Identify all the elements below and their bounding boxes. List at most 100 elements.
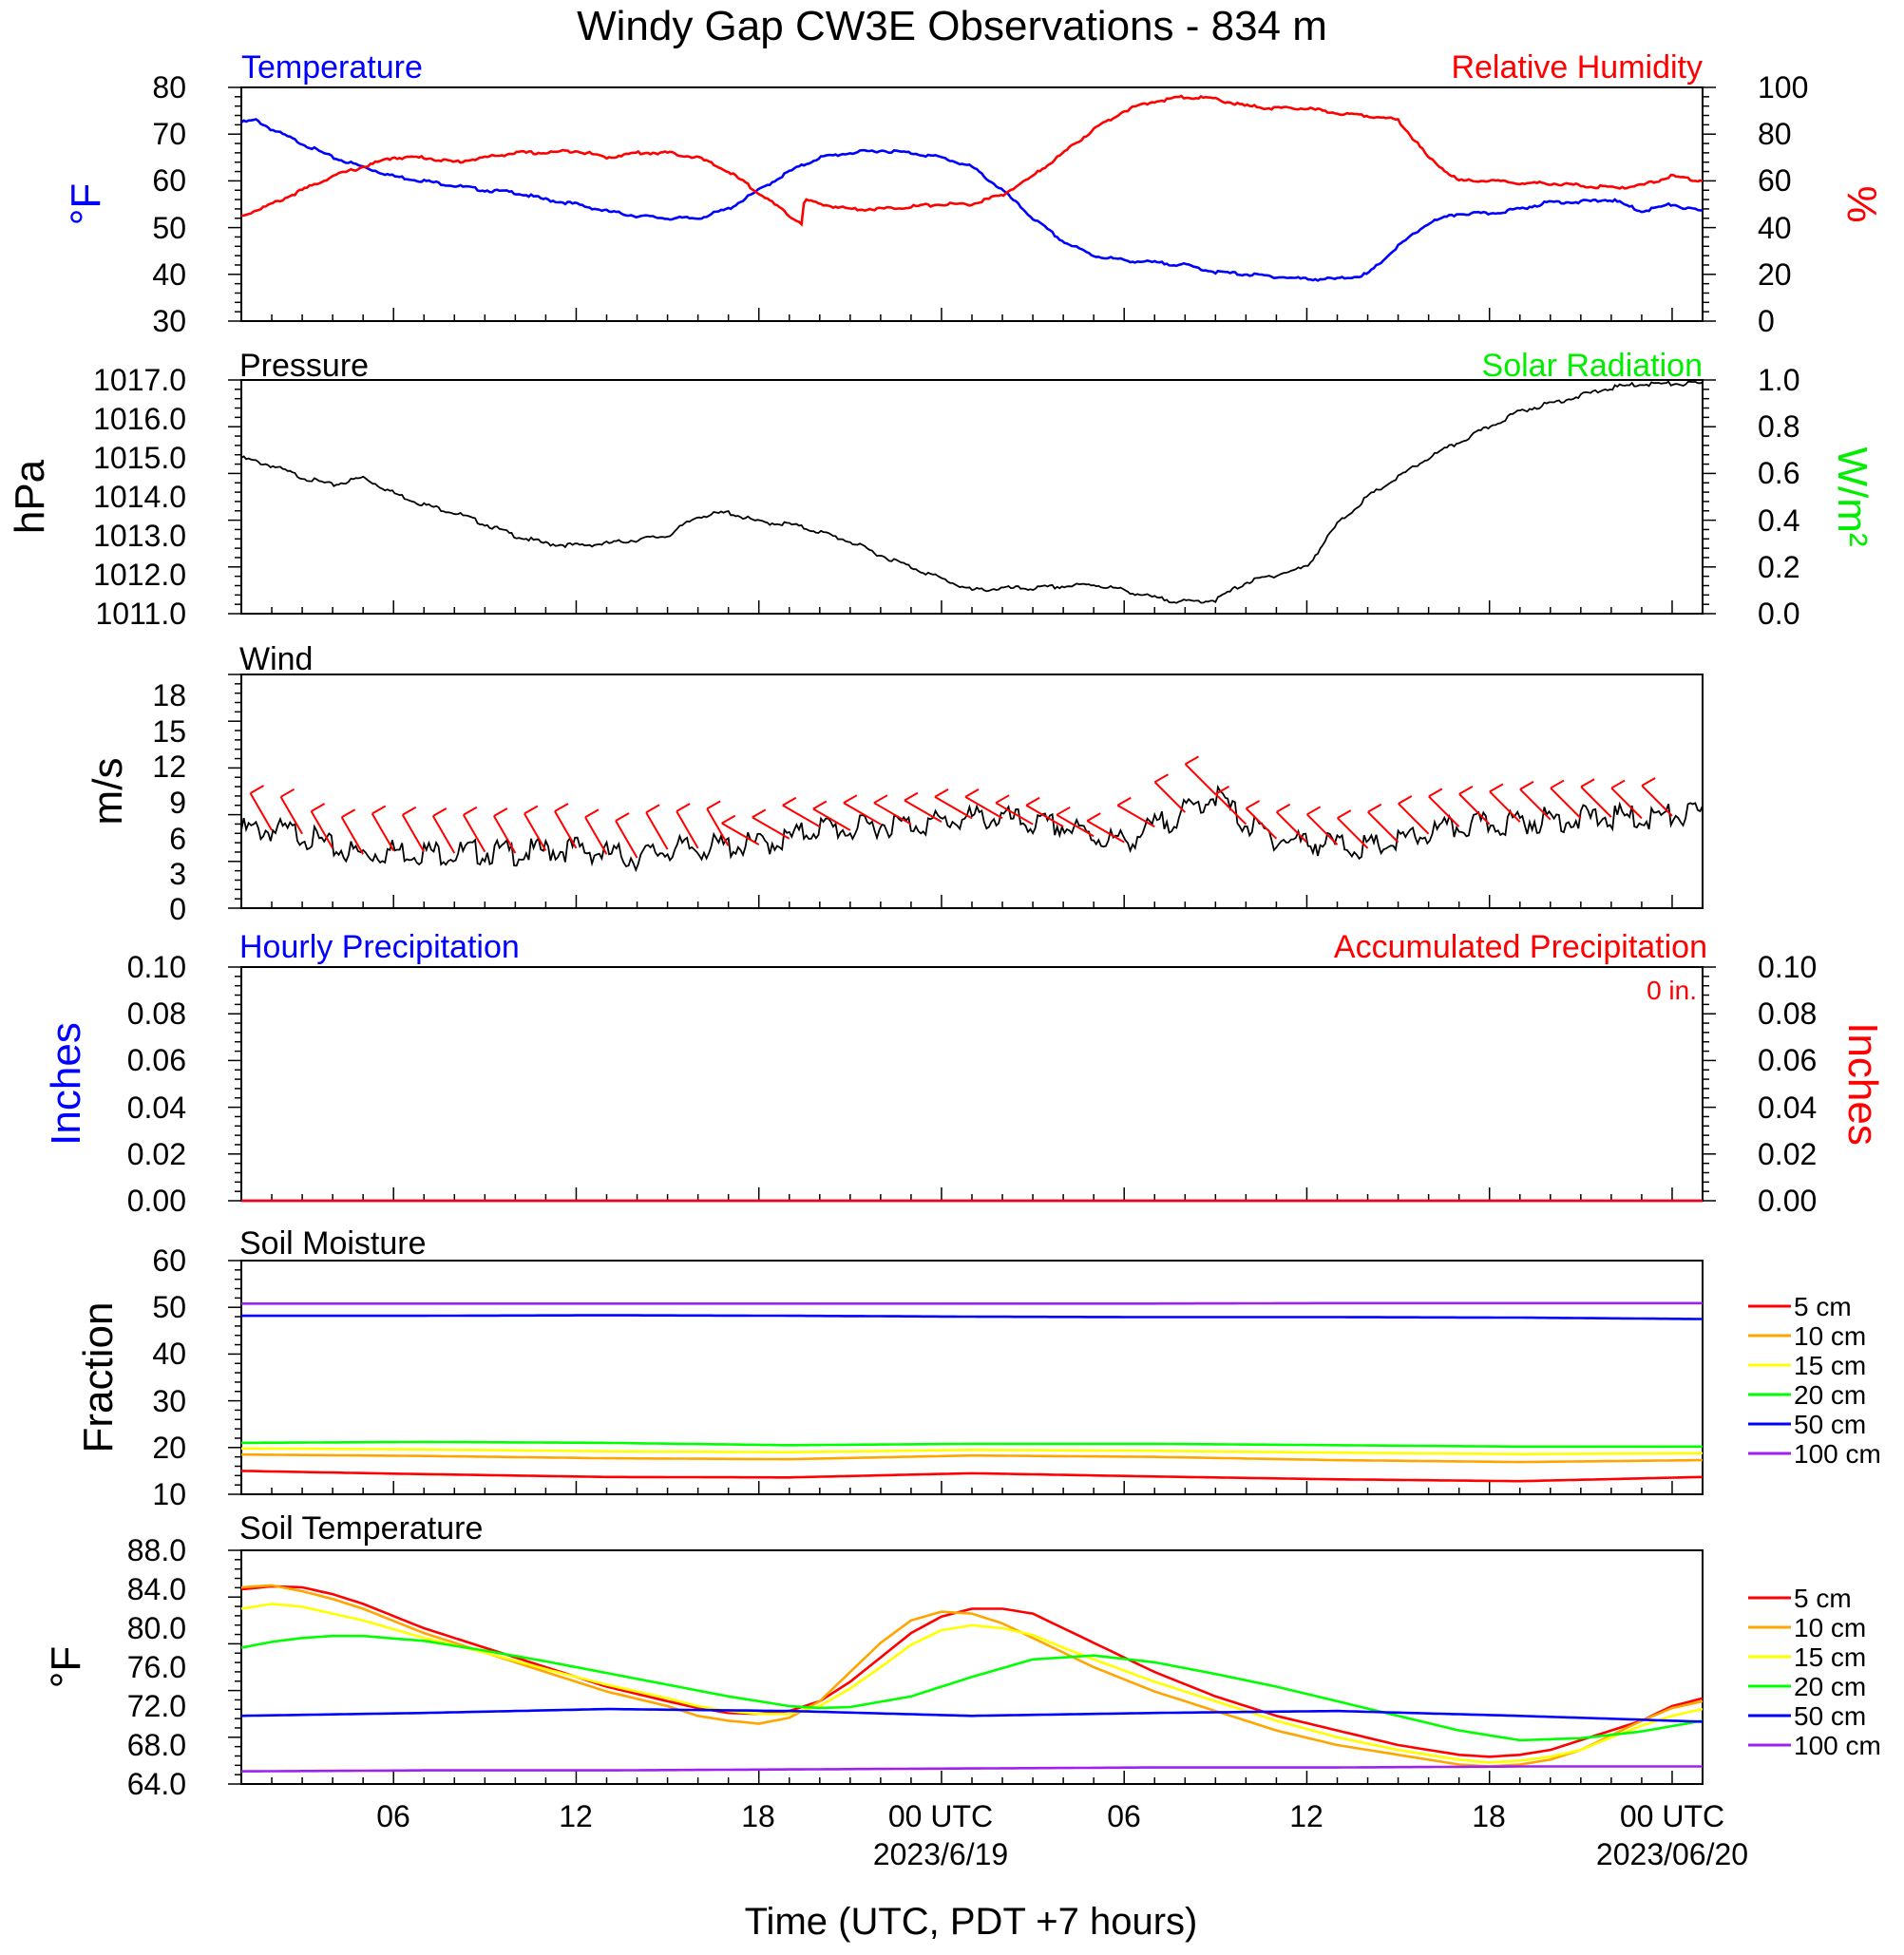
tick-label: 1013.0: [93, 519, 186, 553]
tick-label: 68.0: [127, 1728, 186, 1762]
tick-label: 9: [169, 786, 186, 820]
tick-label: 6: [169, 822, 186, 856]
pressure-frame: [240, 379, 1704, 615]
legend-label: 20 cm: [1794, 1672, 1866, 1701]
tick-label: 76.0: [127, 1650, 186, 1684]
precip-frame: [240, 966, 1704, 1202]
wind-barb: [554, 803, 578, 849]
temp-title: Temperature: [241, 49, 423, 85]
tick-label: 1016.0: [93, 402, 186, 436]
legend-label: 5 cm: [1794, 1584, 1852, 1613]
soilt-series-layer: [228, 1549, 1704, 1785]
wind-barb: [310, 803, 333, 849]
wind-barb: [1519, 780, 1552, 821]
wind-barb: [1086, 812, 1125, 844]
soil-moisture-panel: Soil Moisture Fraction 60 50 40 30 20 10…: [75, 1225, 1881, 1511]
wind-barb: [524, 805, 547, 851]
legend-label: 15 cm: [1794, 1351, 1866, 1380]
wind-barb: [1305, 806, 1339, 845]
tick-label: 0: [1758, 304, 1775, 338]
x-tick-label: 06: [1107, 1799, 1141, 1833]
tick-label: 60: [152, 163, 186, 198]
tick-label: 1017.0: [93, 363, 186, 397]
legend-label: 15 cm: [1794, 1642, 1866, 1672]
tick-label: 1015.0: [93, 441, 186, 475]
tick-label: 40: [152, 257, 186, 292]
tick-label: 50: [152, 1290, 186, 1324]
tick-label: 80.0: [127, 1611, 186, 1645]
rh-ylabel: %: [1838, 185, 1885, 222]
soilm-yticks-left: 60 50 40 30 20 10: [152, 1243, 186, 1511]
wind-barb: [401, 806, 426, 853]
tick-label: 3: [169, 857, 186, 891]
x-tick-label: 12: [559, 1799, 593, 1833]
soilt-title: Soil Temperature: [239, 1510, 483, 1547]
wind-barb: [964, 788, 1003, 820]
series-line-50-cm: [240, 1707, 1704, 1723]
accum-precip-value: 0 in.: [1647, 976, 1697, 1005]
precip-yticks-right: 0.10 0.08 0.06 0.04 0.02 0.00: [1758, 950, 1817, 1218]
series-line-15-cm: [241, 1447, 1703, 1455]
legend-label: 10 cm: [1794, 1321, 1866, 1351]
soilm-frame: [240, 1260, 1704, 1495]
temp-yticks-right: 100 80 60 40 20 0: [1758, 70, 1808, 338]
accum-precip-title: Accumulated Precipitation: [1334, 929, 1707, 965]
series-line-100-cm: [240, 1765, 1703, 1773]
rh-title: Relative Humidity: [1451, 49, 1703, 85]
tick-label: 1.0: [1758, 363, 1799, 397]
x-tick-label: 00 UTC: [888, 1799, 993, 1833]
series-line-relative-humidity: [240, 94, 1704, 227]
wind-barb: [493, 807, 517, 854]
solar-title: Solar Radiation: [1482, 348, 1703, 384]
x-tick-labels: 06 12 18 00 UTC 06 12 18 00 UTC 2023/6/1…: [376, 1799, 1748, 1871]
wind-barb: [752, 808, 790, 840]
tick-label: 80: [152, 70, 186, 104]
pressure-ylabel: hPa: [7, 459, 53, 534]
series-line-100-cm: [241, 1301, 1703, 1305]
wind-barb: [1214, 786, 1247, 826]
series-line-5-cm: [240, 1585, 1704, 1758]
tick-label: 0.04: [1758, 1091, 1817, 1125]
wind-barb: [615, 812, 638, 859]
series-line-pressure: [240, 380, 1704, 604]
precip-ylabel-right: Inches: [1839, 1022, 1886, 1146]
tick-label: 0.0: [1758, 597, 1799, 631]
tick-label: 40: [152, 1337, 186, 1371]
wind-title: Wind: [239, 641, 313, 677]
tick-label: 1011.0: [96, 597, 187, 631]
tick-label: 0.00: [127, 1184, 186, 1218]
wind-barb: [1184, 755, 1217, 795]
tick-label: 0: [169, 892, 186, 926]
x-axis-label: Time (UTC, PDT +7 hours): [745, 1901, 1198, 1943]
wind-barb: [462, 806, 486, 853]
wind-barb: [843, 794, 882, 826]
tick-label: 0.04: [127, 1091, 186, 1125]
tick-label: 30: [152, 1384, 186, 1418]
wind-barb: [1458, 786, 1491, 826]
temp-yticks-left: 80 70 60 50 40 30: [152, 70, 186, 338]
wind-series-layer: [228, 674, 1704, 909]
soilt-legend: 5 cm 10 cm 15 cm 20 cm 50 cm 100 cm: [1748, 1584, 1881, 1760]
series-line-temperature: [240, 118, 1704, 282]
solar-ylabel: W/m²: [1829, 446, 1875, 546]
tick-label: 0.08: [127, 996, 186, 1031]
soilm-legend: 5 cm 10 cm 15 cm 20 cm 50 cm 100 cm: [1748, 1292, 1881, 1469]
wind-panel: Wind m/s 18 15 12 9 6 3 0: [85, 641, 1704, 926]
temp-panel: Temperature Relative Humidity °F % 80 70…: [63, 49, 1885, 338]
page-title: Windy Gap CW3E Observations - 834 m: [577, 3, 1327, 49]
tick-label: 60: [1758, 163, 1792, 198]
tick-label: 1014.0: [93, 480, 186, 514]
tick-label: 0.06: [1758, 1043, 1817, 1077]
wind-barb: [1153, 773, 1186, 813]
wind-barb: [1641, 777, 1673, 817]
pressure-series-layer: [228, 379, 1716, 615]
tick-label: 0.2: [1758, 550, 1799, 584]
legend-label: 10 cm: [1794, 1613, 1866, 1642]
wind-barb: [584, 808, 608, 855]
precip-panel: Hourly Precipitation Accumulated Precipi…: [43, 929, 1886, 1218]
wind-barb: [782, 796, 821, 828]
tick-label: 18: [152, 678, 186, 712]
wind-barb: [934, 788, 973, 820]
legend-label: 20 cm: [1794, 1380, 1866, 1410]
